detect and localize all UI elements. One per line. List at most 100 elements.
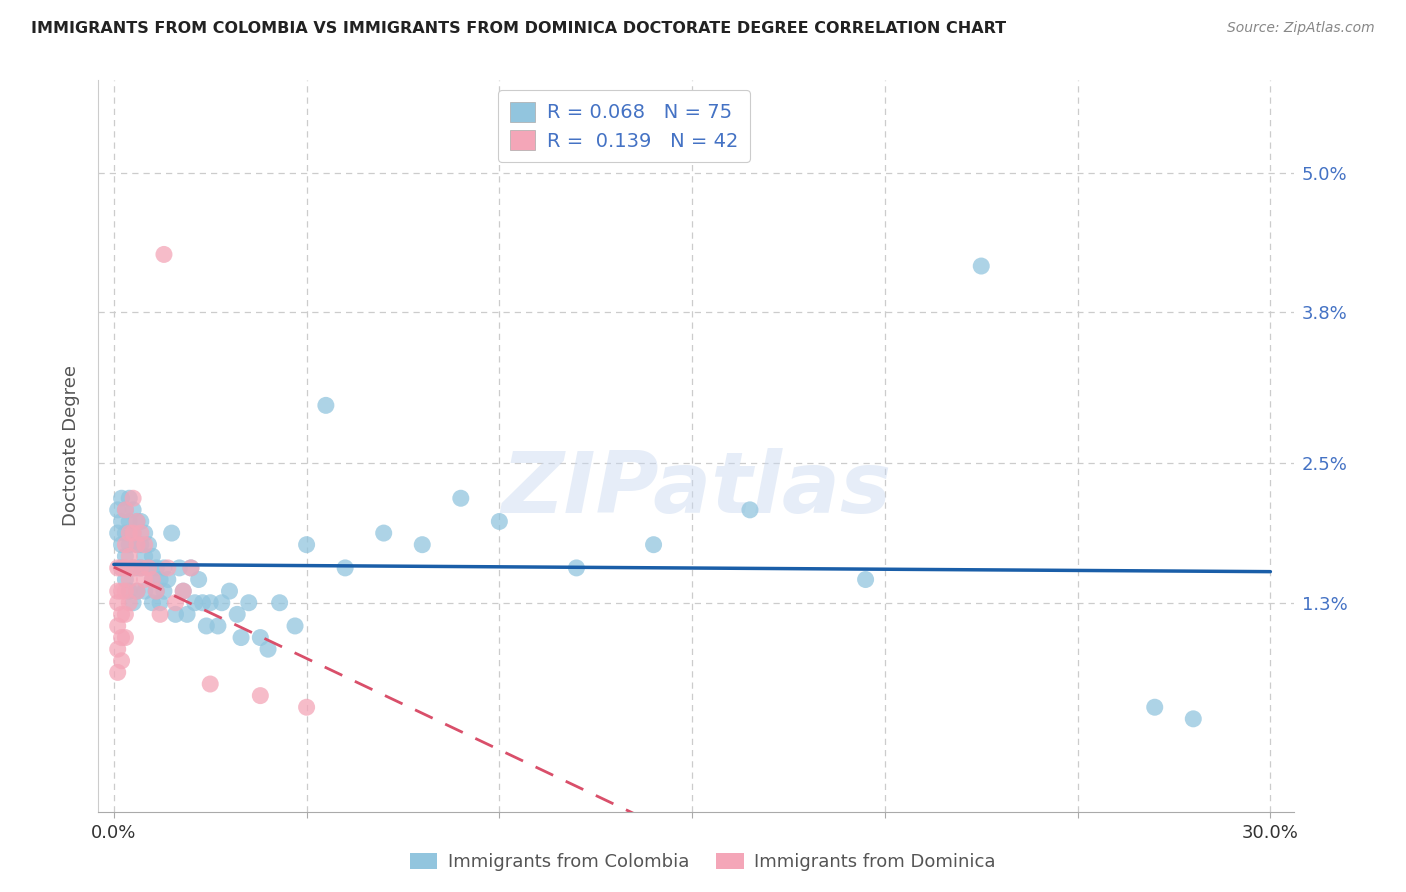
Point bbox=[738, 503, 761, 517]
Point bbox=[411, 538, 433, 552]
Point bbox=[970, 259, 993, 273]
Point bbox=[160, 526, 183, 541]
Point bbox=[180, 561, 202, 575]
Point bbox=[122, 526, 145, 541]
Point bbox=[315, 398, 337, 412]
Point bbox=[149, 607, 172, 622]
Point bbox=[249, 631, 271, 645]
Point bbox=[125, 538, 148, 552]
Point bbox=[156, 573, 179, 587]
Point bbox=[134, 526, 156, 541]
Point bbox=[118, 596, 141, 610]
Point bbox=[114, 503, 136, 517]
Point bbox=[643, 538, 665, 552]
Point bbox=[122, 526, 145, 541]
Point bbox=[118, 515, 141, 529]
Point bbox=[138, 561, 160, 575]
Point bbox=[141, 596, 163, 610]
Point bbox=[249, 689, 271, 703]
Point bbox=[172, 584, 194, 599]
Point bbox=[187, 573, 209, 587]
Point bbox=[176, 607, 198, 622]
Point bbox=[565, 561, 588, 575]
Point bbox=[125, 561, 148, 575]
Point bbox=[295, 538, 318, 552]
Point bbox=[110, 607, 132, 622]
Point bbox=[141, 549, 163, 564]
Point bbox=[110, 561, 132, 575]
Text: IMMIGRANTS FROM COLOMBIA VS IMMIGRANTS FROM DOMINICA DOCTORATE DEGREE CORRELATIO: IMMIGRANTS FROM COLOMBIA VS IMMIGRANTS F… bbox=[31, 21, 1007, 36]
Point bbox=[191, 596, 214, 610]
Point bbox=[134, 538, 156, 552]
Point bbox=[122, 561, 145, 575]
Point bbox=[138, 538, 160, 552]
Point bbox=[114, 631, 136, 645]
Point bbox=[125, 515, 148, 529]
Point bbox=[218, 584, 240, 599]
Point bbox=[110, 631, 132, 645]
Point bbox=[114, 526, 136, 541]
Point bbox=[110, 654, 132, 668]
Point bbox=[134, 549, 156, 564]
Point bbox=[107, 561, 129, 575]
Point bbox=[118, 584, 141, 599]
Legend: R = 0.068   N = 75, R =  0.139   N = 42: R = 0.068 N = 75, R = 0.139 N = 42 bbox=[499, 90, 749, 162]
Point bbox=[211, 596, 233, 610]
Text: Source: ZipAtlas.com: Source: ZipAtlas.com bbox=[1227, 21, 1375, 35]
Legend: Immigrants from Colombia, Immigrants from Dominica: Immigrants from Colombia, Immigrants fro… bbox=[404, 846, 1002, 879]
Point bbox=[129, 515, 152, 529]
Point bbox=[238, 596, 260, 610]
Point bbox=[110, 538, 132, 552]
Point bbox=[114, 573, 136, 587]
Point bbox=[156, 561, 179, 575]
Point bbox=[149, 573, 172, 587]
Point bbox=[118, 526, 141, 541]
Point bbox=[200, 596, 222, 610]
Point bbox=[122, 491, 145, 506]
Point bbox=[165, 596, 187, 610]
Point bbox=[149, 596, 172, 610]
Point bbox=[107, 584, 129, 599]
Point bbox=[145, 561, 167, 575]
Point bbox=[269, 596, 291, 610]
Point bbox=[129, 538, 152, 552]
Point bbox=[141, 573, 163, 587]
Point bbox=[153, 561, 176, 575]
Point bbox=[110, 491, 132, 506]
Point bbox=[110, 561, 132, 575]
Point bbox=[114, 607, 136, 622]
Point bbox=[138, 561, 160, 575]
Point bbox=[107, 503, 129, 517]
Point bbox=[114, 561, 136, 575]
Point bbox=[153, 584, 176, 599]
Point bbox=[229, 631, 252, 645]
Point bbox=[134, 573, 156, 587]
Point bbox=[129, 561, 152, 575]
Point bbox=[114, 549, 136, 564]
Point bbox=[284, 619, 307, 633]
Point bbox=[450, 491, 472, 506]
Point bbox=[134, 584, 156, 599]
Point bbox=[180, 561, 202, 575]
Point bbox=[114, 538, 136, 552]
Point bbox=[114, 584, 136, 599]
Point bbox=[165, 607, 187, 622]
Point bbox=[1143, 700, 1166, 714]
Point bbox=[107, 596, 129, 610]
Point bbox=[257, 642, 280, 657]
Point bbox=[295, 700, 318, 714]
Point bbox=[169, 561, 191, 575]
Point bbox=[122, 596, 145, 610]
Point bbox=[114, 503, 136, 517]
Y-axis label: Doctorate Degree: Doctorate Degree bbox=[62, 366, 80, 526]
Point bbox=[129, 526, 152, 541]
Point bbox=[110, 584, 132, 599]
Point bbox=[107, 619, 129, 633]
Point bbox=[195, 619, 218, 633]
Point bbox=[118, 538, 141, 552]
Point bbox=[107, 665, 129, 680]
Point bbox=[125, 515, 148, 529]
Point bbox=[118, 549, 141, 564]
Point bbox=[333, 561, 356, 575]
Point bbox=[107, 526, 129, 541]
